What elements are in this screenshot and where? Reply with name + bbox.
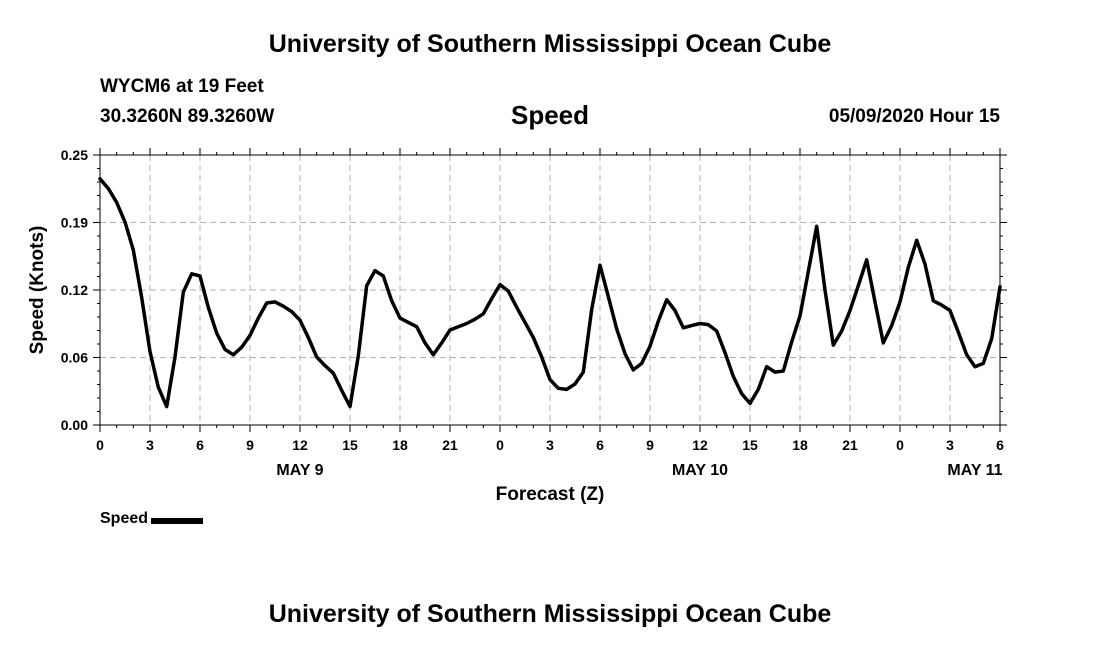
series-line-speed [98, 177, 1002, 409]
x-tick-label: 6 [596, 437, 604, 453]
y-tick-label: 0.25 [61, 147, 88, 163]
x-tick-label: 0 [496, 437, 504, 453]
day-label: MAY 11 [947, 462, 1002, 479]
x-tick-label: 9 [246, 437, 254, 453]
legend: Speed [100, 510, 204, 528]
x-tick-label: 6 [996, 437, 1004, 453]
y-tick-label: 0.19 [61, 215, 88, 231]
day-label: MAY 9 [276, 462, 323, 479]
x-tick-label: 0 [96, 437, 104, 453]
station-label: WYCM6 at 19 Feet [100, 76, 264, 97]
legend-swatch [151, 517, 204, 524]
x-tick-label: 21 [842, 437, 858, 453]
x-tick-label: 0 [896, 437, 904, 453]
x-tick-label: 3 [146, 437, 154, 453]
x-tick-label: 18 [392, 437, 408, 453]
y-axis-label: Speed (Knots) [27, 226, 48, 355]
x-tick-label: 21 [442, 437, 458, 453]
datetime-label: 05/09/2020 Hour 15 [828, 106, 1000, 127]
legend-label: Speed [100, 510, 149, 527]
x-tick-label: 12 [292, 437, 308, 453]
x-tick-label: 9 [646, 437, 654, 453]
x-tick-label: 15 [742, 437, 758, 453]
x-tick-label: 18 [792, 437, 808, 453]
y-tick-label: 0.12 [61, 282, 88, 298]
coordinates-label: 30.3260N 89.3260W [100, 106, 275, 127]
x-axis-label: Forecast (Z) [496, 484, 605, 505]
y-tick-label: 0.06 [61, 350, 88, 366]
page-title: University of Southern Mississippi Ocean… [268, 30, 832, 58]
day-label: MAY 10 [672, 462, 728, 479]
x-tick-label: 12 [692, 437, 708, 453]
x-tick-label: 6 [196, 437, 204, 453]
x-tick-label: 3 [946, 437, 954, 453]
x-tick-label: 3 [546, 437, 554, 453]
x-tick-label: 15 [342, 437, 358, 453]
chart-title: Speed [510, 100, 590, 130]
y-tick-label: 0.00 [61, 417, 88, 433]
footer-title: University of Southern Mississippi Ocean… [268, 600, 832, 628]
